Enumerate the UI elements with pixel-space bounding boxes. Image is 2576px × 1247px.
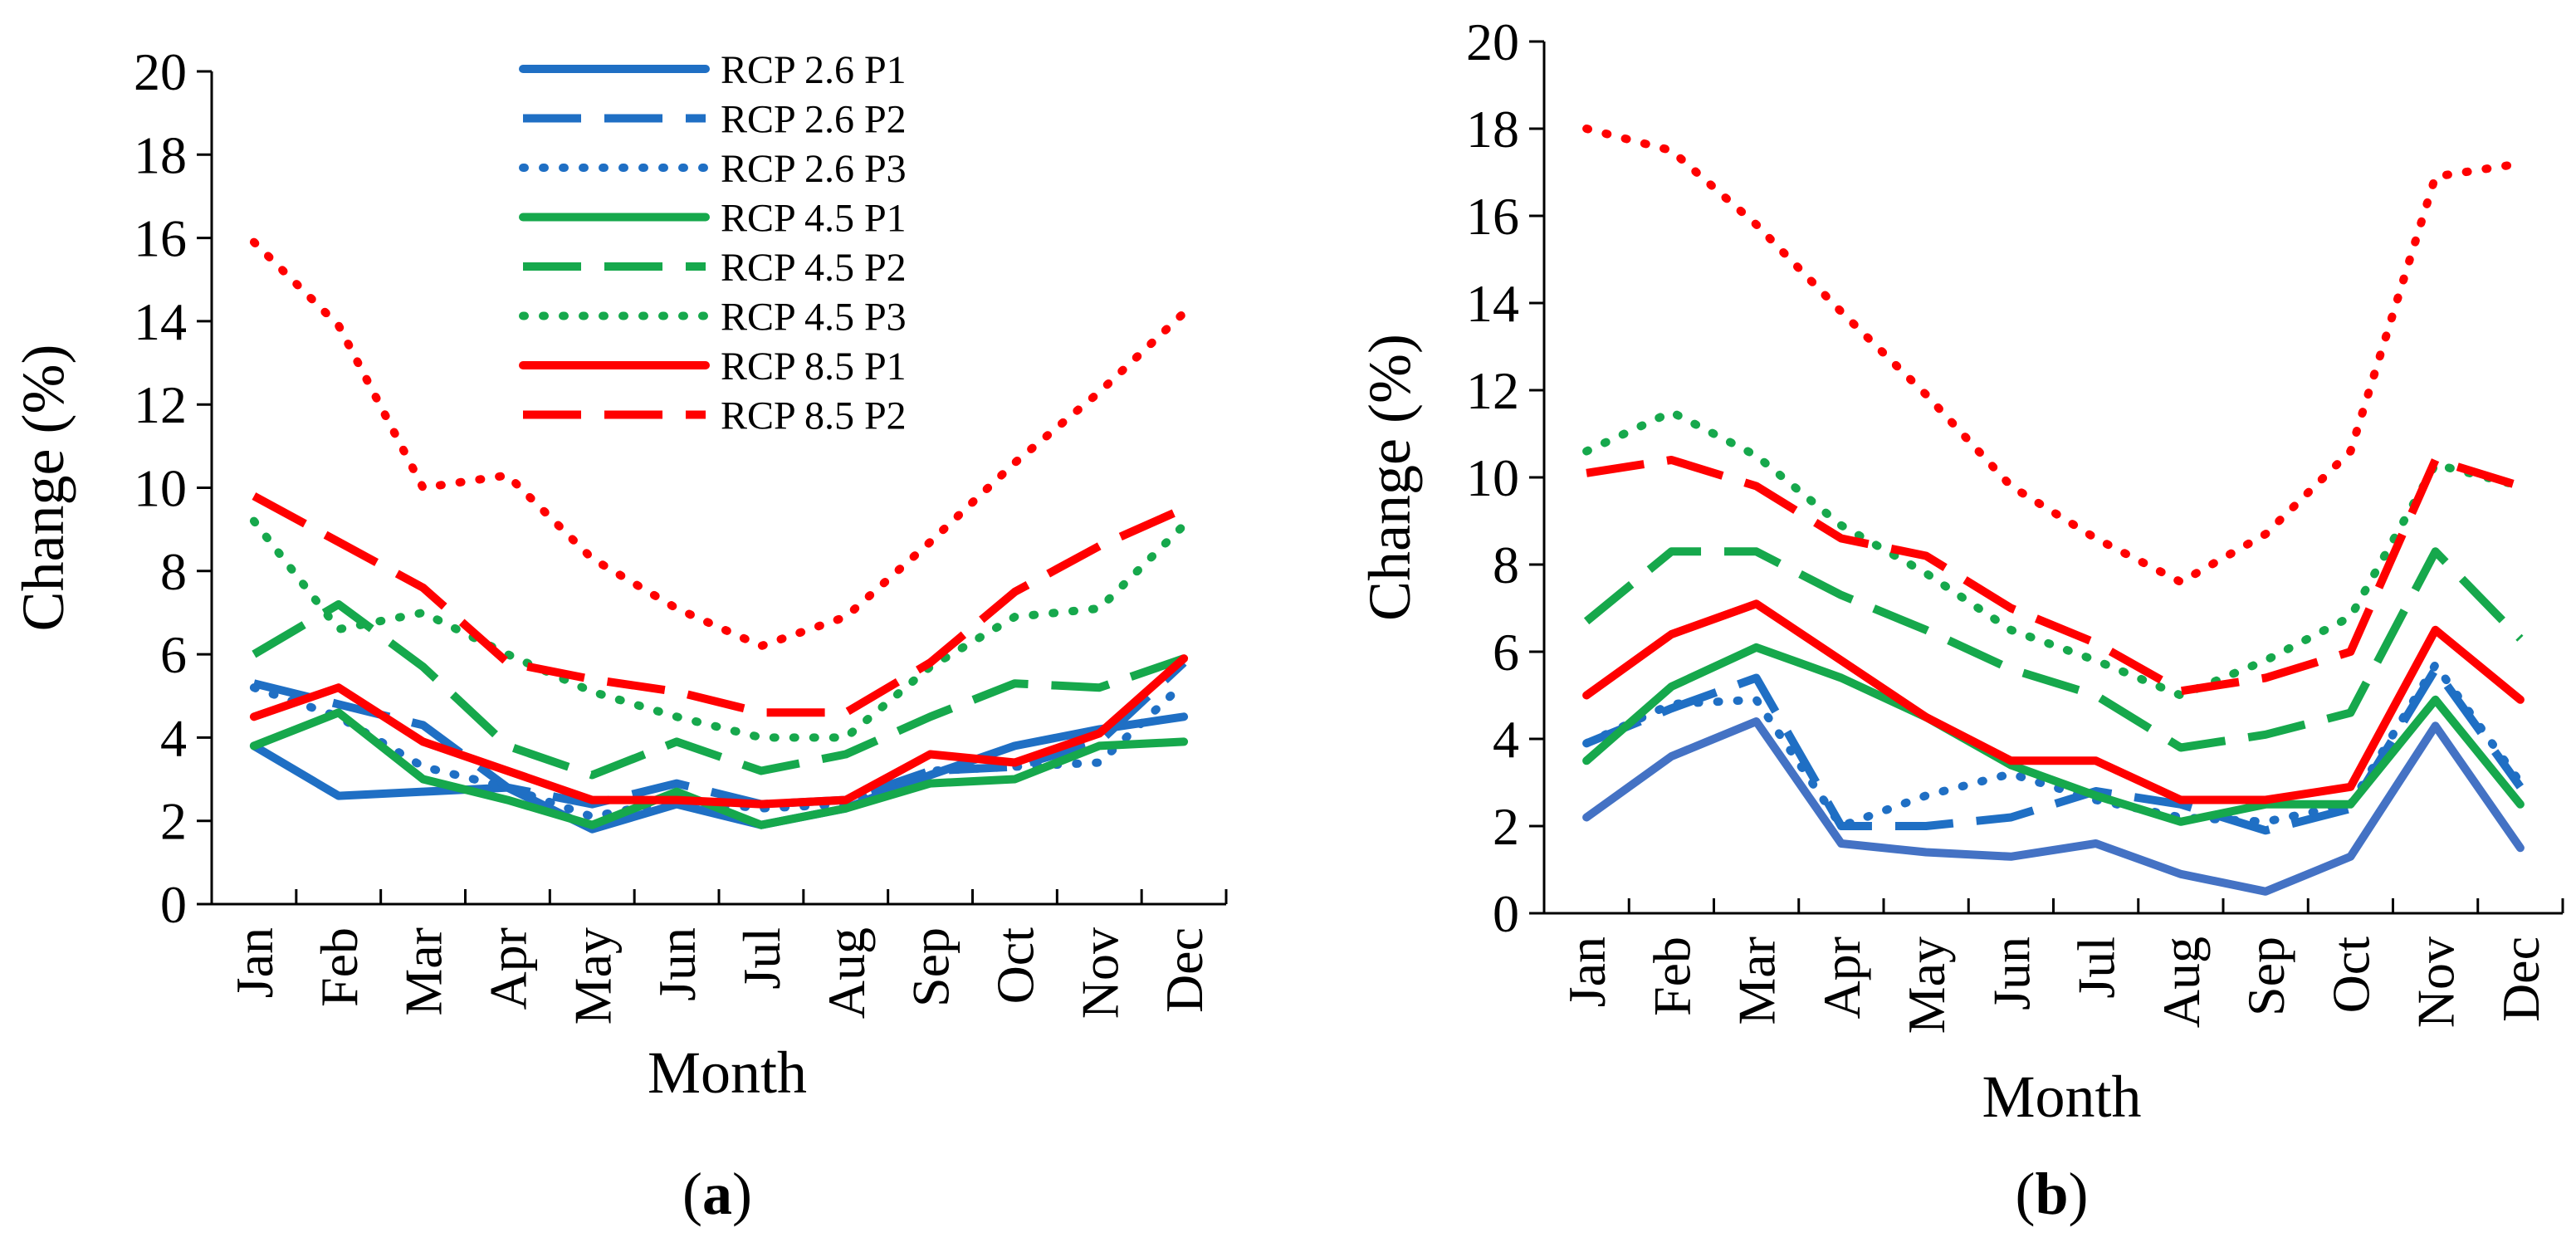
x-tick-label: Feb (310, 927, 369, 1007)
x-tick-label: May (563, 927, 622, 1024)
y-tick-label: 6 (160, 625, 187, 684)
y-tick-label: 2 (1493, 797, 1519, 856)
y-tick-label: 14 (1466, 274, 1519, 333)
x-tick-label: Dec (1155, 927, 1214, 1013)
legend-label-rcp-8-5-p1: RCP 8.5 P1 (721, 345, 907, 389)
x-tick-label: Jun (648, 927, 706, 1001)
x-tick-label: Jul (732, 927, 791, 990)
series-line-rcp-4-5-p1-b (1582, 643, 2525, 826)
x-tick-label: Jan (225, 927, 284, 998)
x-tick-label: Sep (2236, 936, 2295, 1016)
series-line-rcp-8-5-p1-a (249, 654, 1189, 809)
legend: RCP 2.6 P1 RCP 2.6 P2 RCP 2.6 P3 RCP 4.5 P1… (519, 48, 907, 438)
x-tick-label: Feb (1642, 936, 1701, 1016)
y-tick-label: 16 (1466, 187, 1519, 246)
y-tick-label: 4 (1493, 710, 1519, 769)
series-line-rcp-4-5-p2-a (252, 599, 1185, 780)
x-axis-title: Month (648, 1039, 807, 1106)
y-tick-label: 12 (134, 375, 187, 434)
series-line-rcp-2-6-p1-b (1582, 717, 2525, 896)
x-tick-label: Mar (394, 927, 453, 1016)
x-tick-label: Oct (2321, 936, 2380, 1014)
legend-label-rcp-4-5-p2: RCP 4.5 P2 (721, 246, 907, 290)
y-tick-label: 18 (134, 125, 187, 184)
x-tick-label: May (1897, 936, 1956, 1034)
y-tick-label: 16 (134, 209, 187, 268)
legend-label-rcp-2-6-p2: RCP 2.6 P2 (721, 98, 907, 142)
y-tick-label: 8 (160, 542, 187, 601)
x-tick-label: Mar (1728, 936, 1787, 1025)
x-tick-label: Aug (2152, 936, 2211, 1028)
x-tick-label: Apr (478, 927, 537, 1010)
y-tick-label: 0 (1493, 884, 1519, 943)
y-tick-label: 10 (134, 459, 187, 518)
series-line-rcp-8-5-p2-b (1586, 456, 2522, 696)
legend-label-rcp-4-5-p3: RCP 4.5 P3 (721, 296, 907, 340)
y-tick-label: 12 (1466, 361, 1519, 420)
series-line-rcp-4-5-p2-b (1583, 547, 2524, 752)
legend-label-rcp-2-6-p1: RCP 2.6 P1 (721, 48, 907, 92)
series-line-rcp-4-5-p3-a (249, 516, 1189, 742)
y-tick-label: 10 (1466, 448, 1519, 507)
x-axis-title: Month (1982, 1064, 2141, 1130)
x-tick-label: Nov (1070, 927, 1129, 1019)
y-tick-label: 18 (1466, 100, 1519, 159)
x-tick-label: Jan (1557, 936, 1616, 1007)
y-tick-label: 14 (134, 292, 187, 351)
panel-label-b: (b) (2015, 1161, 2088, 1227)
y-axis-title: Change (%) (10, 345, 76, 632)
panel-label-a: (a) (682, 1161, 752, 1227)
legend-label-rcp-8-5-p2: RCP 8.5 P2 (721, 394, 907, 438)
series-line-rcp-8-5-p3-b (1582, 125, 2525, 586)
x-tick-label: Jul (2067, 936, 2126, 999)
x-tick-label: Oct (985, 927, 1044, 1005)
x-tick-label: Nov (2407, 936, 2466, 1028)
y-tick-label: 20 (134, 42, 187, 101)
y-tick-label: 0 (160, 875, 187, 934)
series-line-rcp-8-5-p3-a (249, 237, 1189, 651)
series-line-rcp-4-5-p1-a (249, 708, 1189, 829)
series-line-rcp-8-5-p1-b (1582, 599, 2525, 804)
series-line-rcp-4-5-p3-b (1582, 408, 2525, 700)
chart-panel-b: 0 2 4 6 8 10 12 14 16 18 20 Jan Feb Mar Apr May Jun Jul Au… (1356, 12, 2564, 1227)
legend-label-rcp-2-6-p3: RCP 2.6 P3 (721, 147, 907, 191)
y-tick-label: 4 (160, 708, 187, 767)
series-line-rcp-2-6-p3-b (1582, 660, 2525, 830)
x-tick-label: Apr (1812, 936, 1871, 1020)
x-tick-label: Aug (817, 927, 876, 1019)
chart-panel-a: 0 2 4 6 8 10 12 14 16 18 20 Jan Feb Mar Apr May Jun Jul Au… (10, 42, 1228, 1227)
series-line-rcp-2-6-p2-a (252, 659, 1187, 809)
x-tick-label: Dec (2491, 936, 2550, 1022)
series-line-rcp-2-6-p1-a (249, 712, 1189, 834)
x-tick-label: Sep (902, 927, 961, 1007)
x-tick-label: Jun (1982, 936, 2041, 1010)
series-line-rcp-8-5-p2-a (252, 492, 1186, 717)
y-tick-label: 8 (1493, 535, 1519, 594)
legend-label-rcp-4-5-p1: RCP 4.5 P1 (721, 197, 907, 241)
y-tick-label: 2 (160, 792, 187, 851)
y-tick-label: 6 (1493, 623, 1519, 682)
y-tick-label: 20 (1466, 12, 1519, 71)
y-axis-title: Change (%) (1356, 334, 1423, 621)
